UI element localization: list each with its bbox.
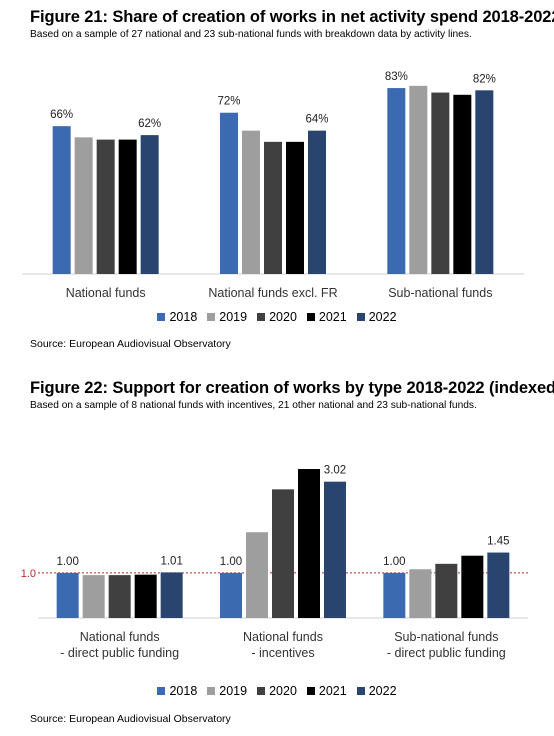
figure-22-title: Figure 22: Support for creation of works… [30,379,554,397]
data-label: 82% [473,73,496,85]
data-label: 66% [50,109,73,121]
bar-2022 [140,135,159,274]
category-label: - incentives [251,646,314,660]
category-label: National funds excl. FR [208,286,337,300]
bar-2019 [74,137,93,274]
figure-21-chart: 66% 62% National funds 72% 64% National funds… [22,71,524,300]
bar-2019 [409,85,428,274]
legend-label: 2019 [219,684,248,698]
legend-item-2018: 2018 [157,310,197,324]
data-label: 83% [385,71,408,83]
category-label: Sub-national funds [394,630,498,644]
legend-label: 2022 [368,684,397,698]
bar-2020 [264,141,282,274]
legend-swatch [157,687,166,695]
bar-2022 [160,572,183,618]
figure-21-legend: 2018 2019 2020 2021 2022 [0,310,554,324]
figure-22-legend: 2018 2019 2020 2021 2022 [0,684,554,698]
legend-item-2020: 2020 [257,310,297,324]
bar-2020 [108,575,131,618]
bar-2022 [475,90,494,274]
bar-2018 [56,572,79,618]
bar-2021 [453,94,472,274]
data-label: 1.00 [56,556,78,568]
figure-21-title: Figure 21: Share of creation of works in… [30,8,554,26]
bar-2018 [220,112,238,274]
bar-2022 [308,130,326,274]
bar-2018 [383,572,406,618]
category-label: - direct public funding [60,646,179,660]
legend-item-2021: 2021 [306,310,347,324]
data-label: 72% [217,96,240,108]
legend-label: 2019 [219,310,248,324]
legend-swatch [207,687,216,695]
figure-22-subtitle: Based on a sample of 8 national funds wi… [30,400,477,411]
figure-21-subtitle: Based on a sample of 27 national and 23 … [30,29,472,40]
category-label: National funds [243,630,323,644]
bar-2019 [409,569,432,618]
figure-21: Figure 21: Share of creation of works in… [0,0,554,360]
legend-item-2022: 2022 [356,310,397,324]
bar-2021 [461,555,484,618]
legend-item-2021: 2021 [306,684,347,698]
legend-label: 2018 [169,684,198,698]
legend-item-2019: 2019 [207,310,247,324]
figure-22-source: Source: European Audiovisual Observatory [30,713,231,725]
bar-2021 [134,574,157,618]
bar-2019 [242,130,260,274]
bar-2022 [324,481,346,618]
bar-2020 [272,489,294,618]
legend-label: 2021 [318,684,347,698]
bar-2021 [298,469,320,618]
bar-2020 [431,92,450,274]
legend-item-2020: 2020 [257,684,297,698]
bar-2021 [286,141,304,274]
category-label: Sub-national funds [388,286,492,300]
category-label: - direct public funding [387,646,506,660]
legend-swatch [306,687,315,695]
bar-2018 [387,88,406,274]
legend-label: 2022 [368,310,397,324]
category-label: National funds [66,286,146,300]
legend-swatch [356,313,365,321]
data-label: 1.00 [220,556,242,568]
legend-label: 2018 [169,310,198,324]
figure-21-source: Source: European Audiovisual Observatory [30,338,231,350]
legend-swatch [257,687,266,695]
bar-2021 [118,139,137,274]
category-label: National funds [80,630,160,644]
bar-2022 [487,552,510,618]
bar-2020 [435,563,458,618]
reference-line-label: 1.0 [21,568,36,580]
legend-label: 2020 [269,684,297,698]
legend-swatch [157,313,166,321]
data-label: 1.01 [160,555,182,567]
bar-2019 [246,532,268,618]
data-label: 3.02 [324,465,346,477]
legend-item-2018: 2018 [157,684,197,698]
bar-2019 [82,575,105,618]
bar-2018 [220,572,242,618]
figure-22: Figure 22: Support for creation of works… [0,375,554,736]
legend-swatch [257,313,266,321]
legend-item-2022: 2022 [356,684,397,698]
legend-label: 2021 [318,310,347,324]
legend-swatch [306,313,315,321]
bar-2020 [96,139,115,274]
data-label: 64% [305,114,328,126]
legend-label: 2020 [269,310,297,324]
figure-22-chart: 1.0 1.00 1.01 National funds - direct public… [21,465,528,660]
data-label: 1.45 [487,536,509,548]
legend-swatch [356,687,365,695]
legend-item-2019: 2019 [207,684,247,698]
data-label: 1.00 [383,556,405,568]
bar-2018 [52,126,71,274]
data-label: 62% [138,118,161,130]
legend-swatch [207,313,216,321]
